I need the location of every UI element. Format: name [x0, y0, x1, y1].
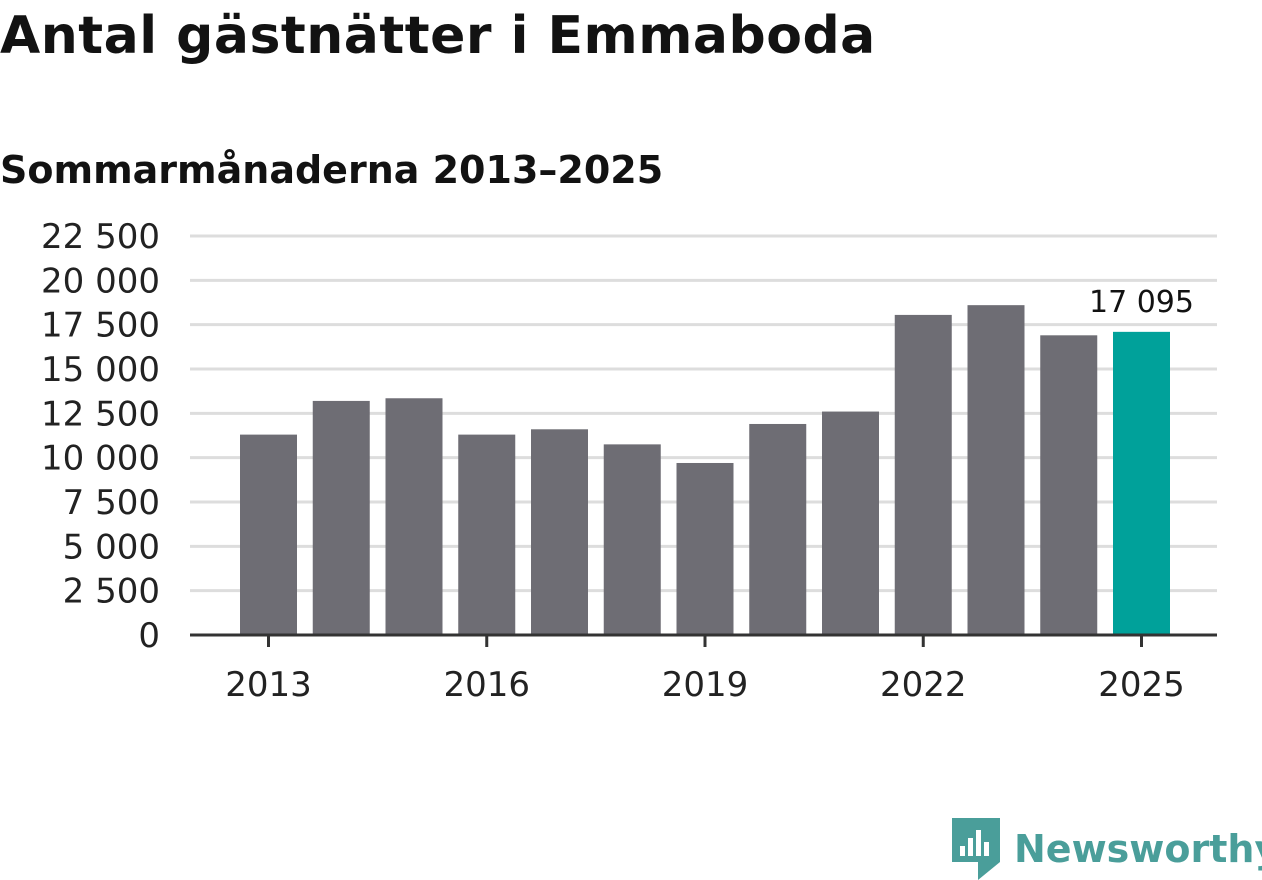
y-tick-label: 15 000 — [41, 350, 160, 390]
bar — [603, 444, 661, 635]
newsworthy-logo-icon — [952, 818, 1000, 880]
x-tick-label: 2016 — [443, 665, 530, 705]
chart-title: Antal gästnätter i Emmaboda — [0, 6, 876, 66]
bar — [1040, 335, 1098, 635]
y-tick-label: 22 500 — [41, 217, 160, 257]
data-label: 17 095 — [1089, 285, 1194, 320]
chart-subtitle: Sommarmånaderna 2013–2025 — [0, 148, 664, 192]
bar — [967, 305, 1025, 635]
y-tick-label: 7 500 — [63, 483, 160, 523]
y-tick-label: 0 — [138, 616, 160, 656]
x-tick-label: 2022 — [880, 665, 967, 705]
bar — [749, 423, 807, 635]
bar — [531, 429, 588, 635]
y-tick-label: 2 500 — [63, 572, 160, 612]
bar — [312, 400, 370, 635]
bar — [676, 462, 734, 635]
x-tick-label: 2025 — [1098, 665, 1185, 705]
bar — [385, 398, 443, 635]
y-tick-label: 17 500 — [41, 306, 160, 346]
x-tick-label: 2019 — [662, 665, 749, 705]
bar — [822, 411, 879, 635]
y-tick-label: 10 000 — [41, 439, 160, 479]
bar — [240, 434, 297, 635]
y-tick-label: 12 500 — [41, 394, 160, 434]
bar — [894, 314, 952, 635]
brand-logo: Newsworthy — [952, 818, 1262, 880]
bar — [458, 434, 516, 635]
y-tick-label: 20 000 — [41, 261, 160, 301]
x-tick-label: 2013 — [225, 665, 312, 705]
brand-name: Newsworthy — [1014, 827, 1262, 871]
bar — [1113, 331, 1170, 635]
y-tick-label: 5 000 — [63, 527, 160, 567]
